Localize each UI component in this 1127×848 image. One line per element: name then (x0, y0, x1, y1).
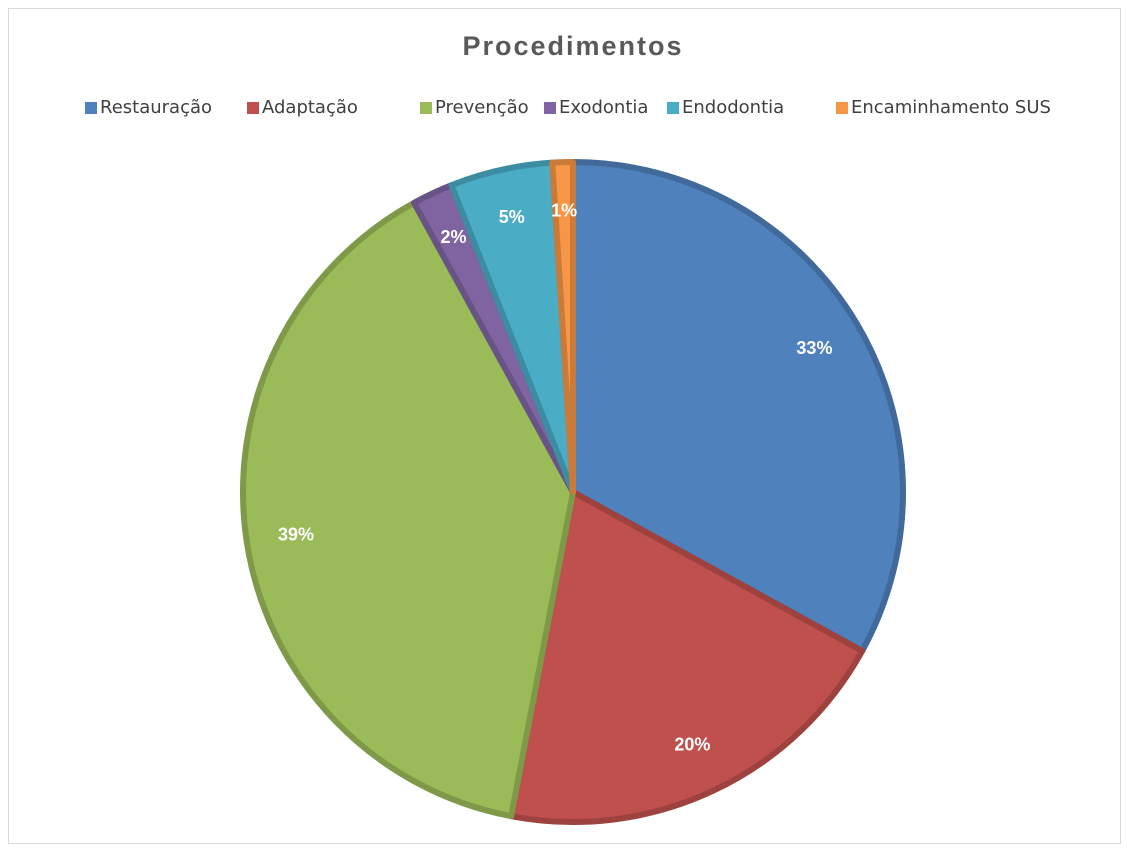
chart-title: Procedimentos (462, 31, 683, 61)
legend-label: Prevenção (435, 97, 529, 118)
legend-swatch (544, 102, 556, 114)
legend-swatch (836, 102, 848, 114)
legend-label: Restauração (100, 97, 212, 118)
legend-swatch (85, 102, 97, 114)
legend-swatch (420, 102, 432, 114)
data-label: 5% (499, 207, 525, 227)
legend-label: Exodontia (559, 97, 648, 118)
data-label: 20% (674, 735, 710, 755)
legend-label: Adaptação (262, 97, 358, 118)
data-label: 1% (551, 200, 577, 220)
data-label: 39% (278, 525, 314, 545)
legend-label: Endodontia (682, 97, 784, 118)
pie-slice (240, 199, 576, 820)
data-label: 33% (796, 338, 832, 358)
pie-slice (508, 489, 866, 825)
legend-label: Encaminhamento SUS (851, 97, 1051, 118)
data-label: 2% (441, 227, 467, 247)
legend-swatch (247, 102, 259, 114)
pie-slice (549, 159, 576, 495)
legend-swatch (667, 102, 679, 114)
pie-slice (570, 159, 906, 654)
